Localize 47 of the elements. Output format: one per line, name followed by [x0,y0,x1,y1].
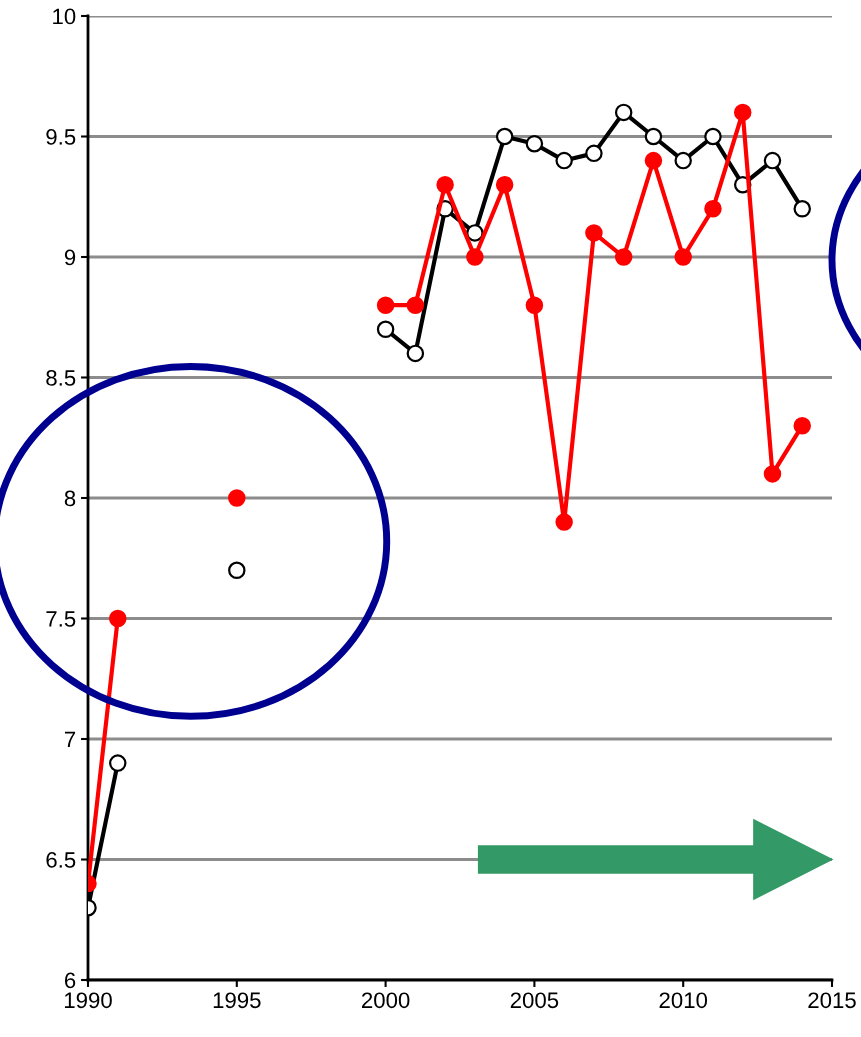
point [376,296,395,314]
point [406,344,425,363]
point [763,151,782,170]
x-tick-label: 1990 [64,992,112,1009]
x-tick-label: 2015 [808,992,856,1009]
point [763,465,782,483]
point [733,103,752,122]
point [614,248,633,266]
point [614,103,633,122]
x-tick-label: 1995 [213,992,261,1009]
y-tick-label: 10 [53,8,76,25]
point [525,296,544,314]
point [793,416,811,435]
point [495,175,514,194]
x-tick-label: 2005 [510,992,559,1009]
point [585,224,603,242]
point [704,127,722,146]
point [704,200,722,218]
point [674,151,692,170]
point [674,248,692,266]
y-tick-label: 7.5 [46,611,76,627]
point [228,561,246,580]
point [793,200,811,218]
point [406,296,425,314]
point [585,144,603,163]
point [555,513,573,531]
x-tick-label: 2010 [659,992,708,1009]
x-tick-label: 2000 [362,992,410,1009]
point [525,134,544,153]
point [109,609,127,628]
y-tick-label: 7 [64,731,76,748]
point [555,151,573,170]
y-tick-label: 9.5 [46,129,76,145]
y-tick-label: 8 [64,490,76,507]
y-tick-label: 8.5 [46,370,76,386]
y-tick-label: 6.5 [46,852,76,868]
point [495,127,514,146]
point [436,175,454,194]
point [644,127,663,146]
y-tick-label: 6 [64,972,76,989]
point [376,320,395,339]
point [644,151,663,170]
point [228,489,246,507]
point [466,224,484,242]
point [109,754,127,772]
point [466,248,484,266]
y-tick-label: 9 [64,249,76,266]
